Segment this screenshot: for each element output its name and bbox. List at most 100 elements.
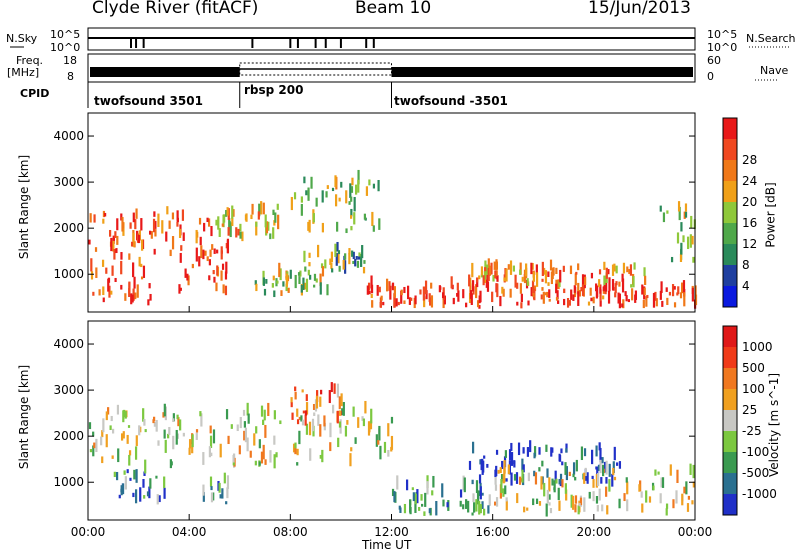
velocity-echo-cell (529, 440, 532, 453)
power-echo-cell (309, 274, 312, 280)
power-echo-cell (429, 297, 432, 306)
velocity-echo-cell (592, 491, 595, 502)
power-echo-cell (289, 269, 292, 279)
velocity-echo-cell (152, 416, 156, 422)
velocity-echo-cell (357, 417, 360, 428)
power-echo-cell (105, 267, 108, 274)
power-echo-cell (555, 297, 559, 301)
power-echo-cell (213, 248, 216, 254)
velocity-echo-cell (142, 408, 145, 422)
velocity-echo-cell (124, 411, 127, 419)
power-echo-cell (171, 212, 175, 220)
velocity-echo-cell (202, 452, 205, 465)
velocity-echo-cell (608, 463, 611, 477)
power-echo-cell (530, 287, 533, 297)
power-echo-cell (104, 212, 107, 217)
power-echo-cell (269, 233, 272, 240)
power-echo-cell (531, 280, 535, 295)
velocity-echo-cell (209, 476, 213, 487)
power-echo-cell (335, 252, 338, 266)
power-echo-cell (321, 190, 324, 203)
velocity-echo-cell (264, 424, 267, 438)
velocity-echo-cell (507, 464, 510, 475)
power-echo-cell (128, 253, 131, 260)
power-echo-cell (526, 278, 529, 286)
power-echo-cell (573, 285, 576, 293)
velocity-colorbar-cell (723, 452, 737, 473)
power-echo-cell (566, 298, 570, 308)
power-echo-cell (532, 292, 535, 298)
power-echo-cell (108, 229, 112, 237)
velocity-echo-cell (411, 487, 414, 491)
power-echo-cell (599, 284, 602, 294)
power-echo-cell (161, 220, 164, 234)
power-echo-cell (668, 291, 672, 296)
power-echo-cell (604, 280, 607, 289)
velocity-echo-cell (122, 431, 125, 439)
power-echo-cell (102, 210, 106, 218)
power-echo-cell (425, 290, 428, 300)
power-echo-cell (250, 214, 253, 220)
velocity-echo-cell (600, 477, 603, 484)
velocity-echo-cell (338, 410, 342, 416)
power-echo-cell (206, 217, 209, 223)
velocity-echo-cell (623, 493, 626, 502)
velocity-echo-cell (330, 382, 333, 393)
power-echo-cell (682, 235, 685, 243)
power-echo-cell (110, 237, 113, 252)
power-echo-cell (140, 263, 143, 268)
power-colorbar-tick: 28 (742, 153, 757, 167)
power-echo-cell (220, 246, 223, 260)
power-echo-cell (334, 194, 338, 207)
velocity-echo-cell (424, 492, 427, 507)
power-echo-cell (581, 284, 585, 296)
velocity-echo-cell (182, 432, 185, 437)
velocity-echo-cell (329, 422, 332, 438)
velocity-echo-cell (574, 504, 577, 513)
velocity-echo-cell (505, 497, 508, 502)
power-echo-cell (556, 290, 559, 300)
xtick-label: 00:00 (678, 525, 713, 539)
power-echo-cell (265, 278, 268, 284)
velocity-echo-cell (481, 501, 484, 509)
velocity-echo-cell (112, 428, 115, 434)
velocity-echo-cell (691, 500, 694, 505)
velocity-echo-cell (478, 500, 481, 515)
velocity-colorbar-tick: -500 (742, 466, 769, 480)
power-echo-cell (362, 266, 366, 274)
velocity-echo-cell (572, 473, 575, 478)
velocity-echo-cell (340, 393, 343, 407)
velocity-echo-cell (302, 410, 305, 414)
velocity-echo-cell (418, 506, 421, 511)
velocity-echo-cell (558, 500, 561, 511)
velocity-echo-cell (172, 413, 175, 422)
velocity-echo-cell (611, 473, 614, 487)
power-echo-cell (227, 227, 230, 236)
velocity-echo-cell (319, 424, 322, 437)
velocity-echo-cell (640, 491, 643, 498)
velocity-echo-cell (95, 438, 98, 453)
power-colorbar-tick: 16 (742, 216, 757, 230)
power-echo-cell (344, 253, 347, 260)
velocity-echo-cell (584, 467, 587, 477)
power-echo-cell (389, 285, 392, 300)
velocity-echo-cell (177, 417, 180, 427)
power-echo-cell (531, 262, 534, 270)
velocity-echo-cell (676, 469, 679, 484)
velocity-echo-cell (551, 447, 554, 453)
power-echo-cell (357, 169, 360, 185)
power-echo-cell (169, 249, 172, 257)
velocity-echo-cell (391, 488, 395, 497)
power-echo-cell (226, 207, 229, 216)
power-echo-cell (356, 260, 360, 268)
power-echo-cell (621, 303, 624, 308)
velocity-echo-cell (405, 479, 409, 491)
power-echo-cell (371, 211, 374, 226)
velocity-echo-cell (540, 476, 543, 490)
velocity-echo-cell (669, 464, 672, 476)
velocity-echo-cell (504, 450, 507, 458)
velocity-echo-cell (390, 416, 394, 424)
power-colorbar-tick: 24 (742, 174, 757, 188)
freq-label: Freq. (16, 54, 44, 67)
velocity-echo-cell (479, 486, 482, 500)
